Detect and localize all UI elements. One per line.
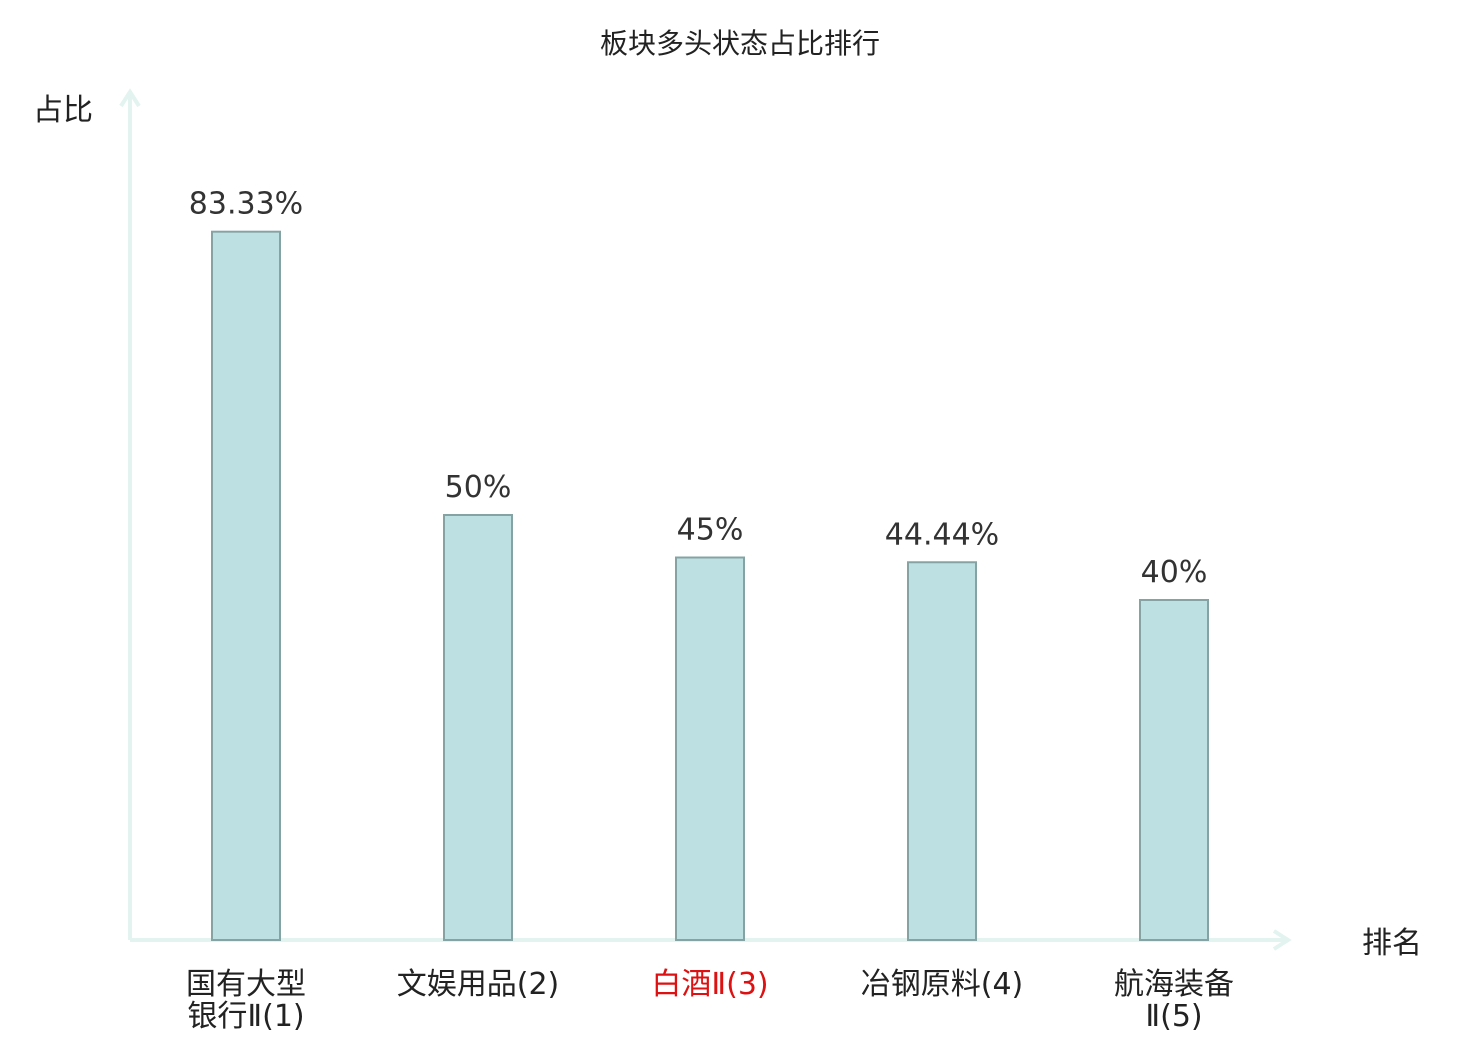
y-axis-label: 占比 <box>33 93 93 128</box>
bar <box>675 556 745 941</box>
chart-title: 板块多头状态占比排行 <box>600 27 880 60</box>
bar <box>1139 599 1209 941</box>
y-axis-arrow-icon <box>119 88 141 108</box>
bar <box>211 230 281 941</box>
category-label: Ⅱ(5) <box>1145 999 1202 1034</box>
value-labels-group: 83.33% 50% 45% 44.44% 40% <box>189 187 1208 590</box>
category-label: 冶钢原料(4) <box>861 967 1024 1002</box>
bars-group <box>211 230 1209 941</box>
value-label: 50% <box>445 470 512 505</box>
value-label: 44.44% <box>885 517 999 552</box>
category-label: 文娱用品(2) <box>397 967 560 1002</box>
category-label: 航海装备 <box>1114 967 1234 1002</box>
value-label: 83.33% <box>189 187 303 222</box>
bar <box>443 514 513 941</box>
bar <box>907 561 977 941</box>
x-axis-label: 排名 <box>1362 926 1422 961</box>
category-label: 国有大型 <box>186 967 306 1002</box>
category-label: 白酒Ⅱ(3) <box>651 967 768 1002</box>
x-axis-arrow-icon <box>1272 929 1292 951</box>
value-label: 40% <box>1141 555 1208 590</box>
value-label: 45% <box>677 513 744 548</box>
category-label: 银行Ⅱ(1) <box>187 999 304 1034</box>
